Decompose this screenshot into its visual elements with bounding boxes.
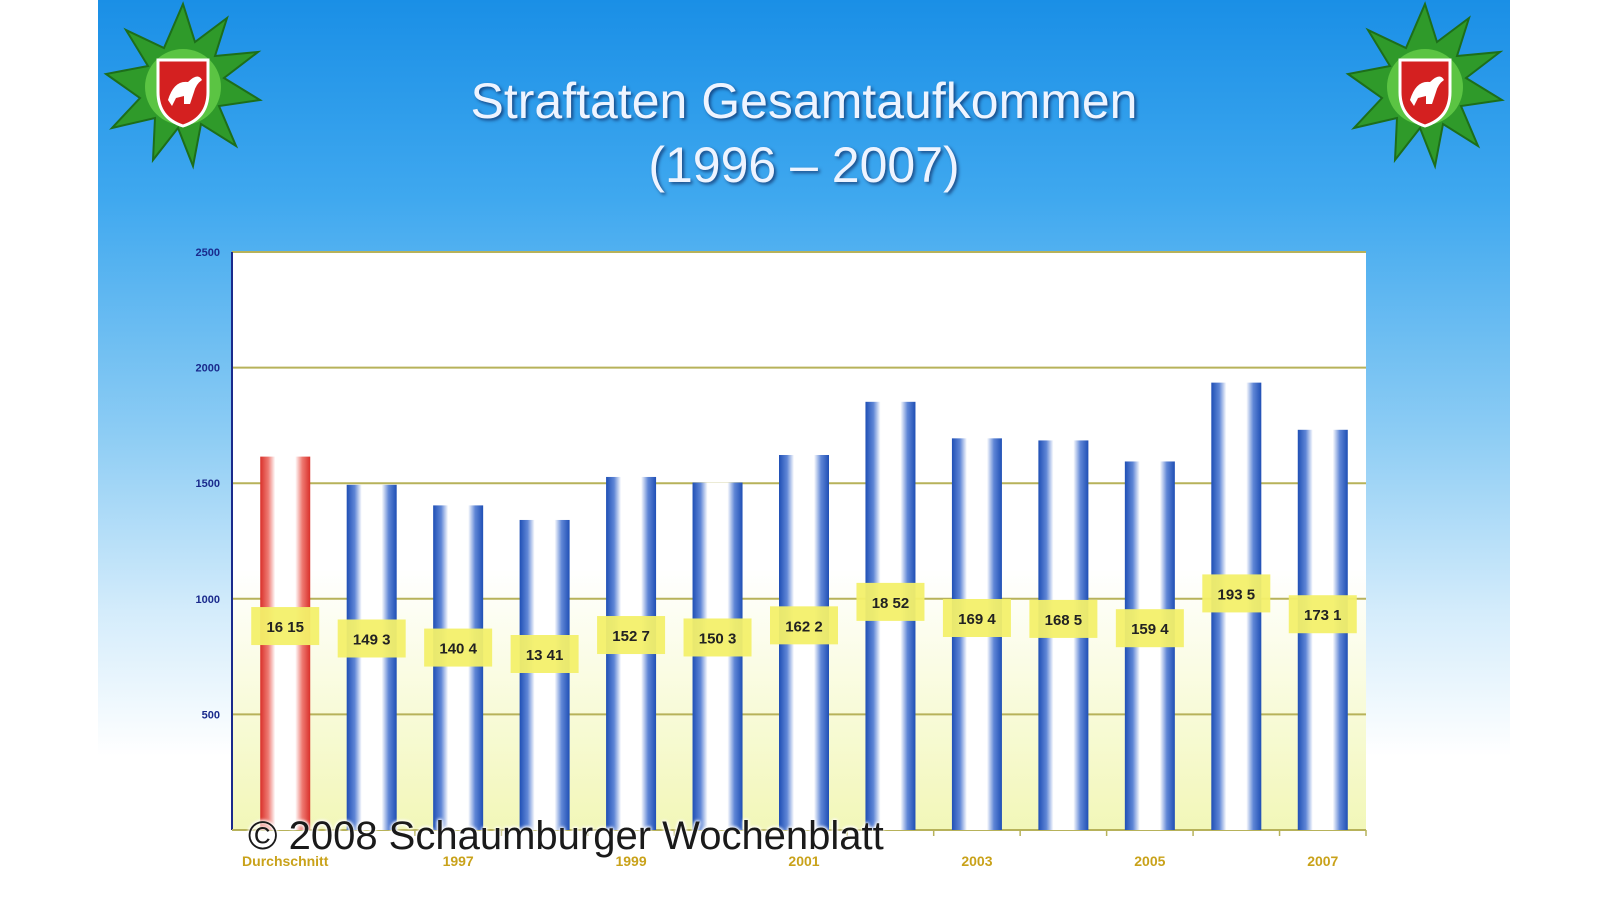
x-tick-label: 2001 (788, 853, 819, 869)
value-label: 159 4 (1131, 621, 1169, 638)
x-tick-label: 1997 (443, 853, 474, 869)
value-label-bg (1202, 574, 1271, 613)
bar-chart: 500 1000 1500 2000 2500 16 15 149 3 140 4 13 41… (196, 247, 1367, 869)
x-tick-label: Durchschnitt (242, 853, 329, 869)
value-label: 168 5 (1045, 612, 1083, 629)
value-label-bg (337, 619, 406, 658)
bar-1997 (433, 505, 484, 830)
y-tick-label: 500 (202, 709, 220, 721)
y-tick-label: 2000 (196, 363, 220, 375)
value-label-bg (1288, 595, 1357, 634)
value-label: 162 2 (785, 618, 823, 635)
value-label-bg (510, 635, 579, 673)
y-tick-label: 1000 (196, 594, 220, 606)
value-label: 18 52 (872, 595, 910, 612)
value-label: 169 4 (958, 611, 996, 628)
x-tick-label: 2003 (961, 853, 992, 869)
value-label: 140 4 (439, 641, 477, 658)
value-label: 152 7 (612, 628, 650, 645)
value-label-bg (597, 616, 666, 655)
value-label: 13 41 (526, 647, 564, 664)
x-tick-label: 1999 (615, 853, 646, 869)
police-star-emblem-left (103, 1, 263, 170)
value-label: 193 5 (1218, 586, 1256, 603)
value-label-bg (683, 618, 752, 657)
value-label-bg (251, 607, 320, 646)
value-label-bg (424, 628, 493, 667)
chart-title-line1: Straftaten Gesamtaufkommen (470, 73, 1138, 129)
slide: Straftaten Gesamtaufkommen (1996 – 2007) (98, 0, 1510, 900)
value-label-bg (1115, 609, 1184, 648)
value-label-bg (1029, 599, 1098, 638)
value-label-bg (942, 598, 1011, 637)
value-label: 150 3 (699, 630, 737, 647)
bar-1998 (519, 519, 570, 830)
x-tick-label: 2007 (1307, 853, 1338, 869)
value-label: 173 1 (1304, 607, 1342, 624)
value-label-bg (856, 582, 925, 621)
value-label: 16 15 (266, 619, 304, 636)
value-label: 149 3 (353, 631, 391, 648)
value-label-bg (770, 606, 838, 645)
police-star-emblem-right (1345, 1, 1505, 170)
chart-title-line2: (1996 – 2007) (648, 137, 960, 193)
x-tick-label: 2005 (1134, 853, 1165, 869)
copyright-watermark: © 2008 Schaumburger Wochenblatt (248, 814, 884, 858)
y-tick-label: 1500 (196, 478, 220, 490)
y-tick-label: 2500 (196, 247, 220, 259)
